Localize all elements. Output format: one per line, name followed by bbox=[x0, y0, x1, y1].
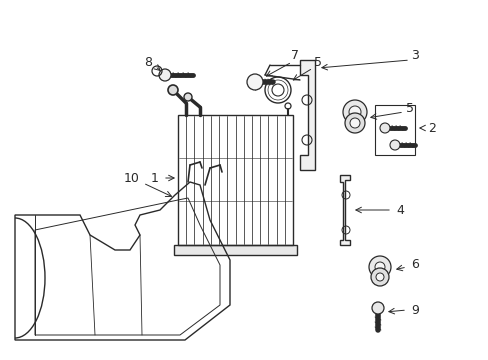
Circle shape bbox=[345, 113, 364, 133]
Text: 3: 3 bbox=[410, 49, 418, 62]
Bar bbox=[178, 115, 292, 245]
Circle shape bbox=[348, 106, 360, 118]
Circle shape bbox=[370, 268, 388, 286]
Text: 2: 2 bbox=[427, 122, 435, 135]
Circle shape bbox=[375, 273, 383, 281]
Circle shape bbox=[183, 93, 192, 101]
Text: 5: 5 bbox=[313, 55, 321, 68]
Text: 9: 9 bbox=[410, 303, 418, 316]
Circle shape bbox=[342, 100, 366, 124]
Circle shape bbox=[368, 256, 390, 278]
Polygon shape bbox=[299, 60, 314, 170]
Text: 8: 8 bbox=[143, 55, 152, 68]
Text: 10: 10 bbox=[124, 171, 140, 185]
Text: 1: 1 bbox=[151, 171, 159, 185]
Circle shape bbox=[374, 262, 384, 272]
Text: 4: 4 bbox=[395, 203, 403, 216]
Text: 6: 6 bbox=[410, 258, 418, 271]
Text: 7: 7 bbox=[290, 49, 298, 62]
Circle shape bbox=[379, 123, 389, 133]
Circle shape bbox=[389, 140, 399, 150]
Circle shape bbox=[159, 69, 171, 81]
Circle shape bbox=[246, 74, 263, 90]
Circle shape bbox=[349, 118, 359, 128]
Text: 5: 5 bbox=[405, 102, 413, 114]
Circle shape bbox=[371, 302, 383, 314]
Polygon shape bbox=[339, 175, 349, 245]
Polygon shape bbox=[174, 245, 296, 255]
Circle shape bbox=[168, 85, 178, 95]
